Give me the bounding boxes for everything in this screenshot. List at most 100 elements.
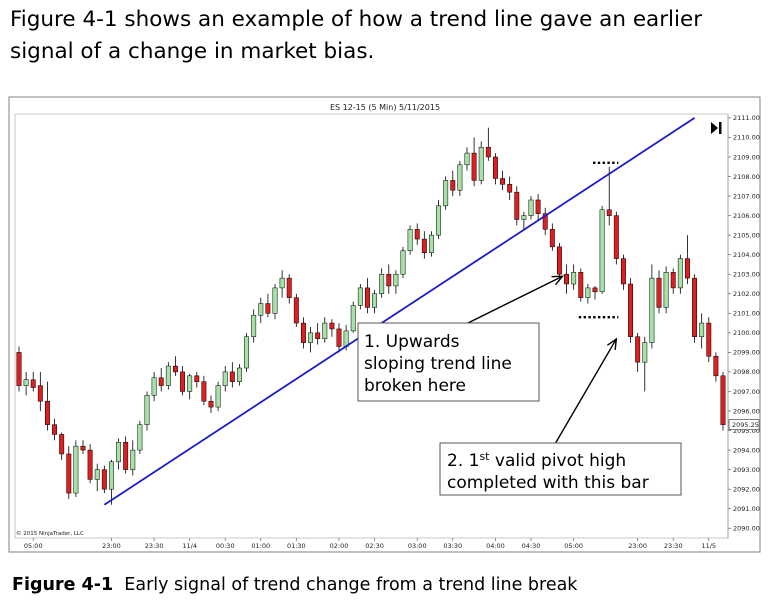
candle-body <box>52 424 58 435</box>
candle <box>471 137 477 187</box>
candle <box>137 420 143 454</box>
candle-body <box>578 272 584 298</box>
candle <box>151 371 157 402</box>
candle-body <box>236 367 242 382</box>
candle <box>628 278 634 343</box>
candle-body <box>94 469 100 480</box>
candle-body <box>357 287 363 306</box>
candle-body <box>144 395 150 425</box>
candle-body <box>414 229 420 240</box>
candle <box>244 332 250 372</box>
candle <box>144 391 150 431</box>
candle-body <box>656 277 662 308</box>
candle <box>414 223 420 245</box>
annotation-line: 1. Upwards <box>364 332 460 352</box>
candle <box>94 463 100 492</box>
candle <box>400 246 406 279</box>
candle-body <box>215 385 221 408</box>
candle-body <box>379 273 385 295</box>
x-tick-label: 23:30 <box>664 542 683 550</box>
candle <box>386 264 392 294</box>
candle-body <box>329 322 335 330</box>
candle-body <box>407 229 413 252</box>
candle <box>492 153 498 185</box>
last-price-label: 2095.25 <box>732 421 759 429</box>
candle-body <box>343 330 349 347</box>
caption-text: Early signal of trend change from a tren… <box>124 575 578 595</box>
candle-body <box>336 328 342 347</box>
candle <box>251 309 257 343</box>
candle-body <box>23 379 29 386</box>
candle-body <box>684 258 690 279</box>
candle-body <box>172 365 178 373</box>
y-tick-label: 2096.00 <box>733 407 760 415</box>
candle-body <box>535 199 541 214</box>
candle <box>123 436 129 474</box>
candle <box>642 336 648 392</box>
candle <box>215 381 221 411</box>
candle <box>485 127 491 161</box>
candle-body <box>677 258 683 289</box>
candle <box>194 371 200 388</box>
candle-body <box>229 371 235 382</box>
candle <box>73 440 79 497</box>
candle-body <box>80 445 86 451</box>
figure-caption: Figure 4-1 Early signal of trend change … <box>12 573 577 597</box>
chart-title: ES 12-15 (5 Min) 5/11/2015 <box>330 103 440 112</box>
candle <box>393 270 399 294</box>
candle <box>180 366 186 396</box>
candle <box>656 270 662 314</box>
candle-body <box>258 303 264 316</box>
candle <box>308 326 314 353</box>
candle-body <box>713 356 719 377</box>
candle-body <box>471 152 477 181</box>
price-axis: 2111.00 2110.00 2109.00 2108.00 2107.00 2106.… <box>728 114 760 533</box>
x-tick-label: 02:30 <box>365 542 384 550</box>
y-tick-label: 2095.00 <box>733 427 760 435</box>
y-tick-label: 2091.00 <box>733 505 760 513</box>
annotation-line: sloping trend line <box>364 354 512 374</box>
candle <box>592 285 598 300</box>
candle <box>315 323 321 345</box>
x-tick-label: 04:30 <box>522 542 541 550</box>
candle-body <box>692 277 698 337</box>
candle <box>620 254 626 290</box>
candle-body <box>457 164 463 191</box>
candle-body <box>464 152 470 166</box>
x-tick-label: 23:00 <box>628 542 647 550</box>
candle <box>692 274 698 343</box>
candle-body <box>151 377 157 396</box>
candle <box>265 293 271 318</box>
candle <box>428 231 434 257</box>
candle <box>59 432 65 460</box>
candle-body <box>613 215 619 259</box>
candle-body <box>37 385 43 402</box>
candle <box>158 368 164 392</box>
candle-body <box>101 469 107 490</box>
candle <box>535 194 541 220</box>
candle <box>585 283 591 304</box>
candle-body <box>507 184 513 193</box>
candle-body <box>165 365 171 386</box>
candle <box>699 313 705 349</box>
candle-body <box>364 287 370 308</box>
x-tick-label: 05:00 <box>24 542 43 550</box>
x-tick-label: 03:30 <box>443 542 462 550</box>
candle <box>564 264 570 294</box>
candle <box>329 319 335 337</box>
candle <box>599 205 605 294</box>
candle-body <box>564 273 570 285</box>
x-tick-label: 01:00 <box>251 542 270 550</box>
candle <box>421 231 427 259</box>
candle-body <box>514 191 520 220</box>
candle <box>407 225 413 255</box>
candle-body <box>350 305 356 332</box>
last-price-box <box>728 419 760 431</box>
candle <box>87 444 93 484</box>
candle-body <box>628 283 634 337</box>
play-icon[interactable] <box>711 122 722 134</box>
candle <box>379 268 385 298</box>
candle <box>372 289 378 314</box>
